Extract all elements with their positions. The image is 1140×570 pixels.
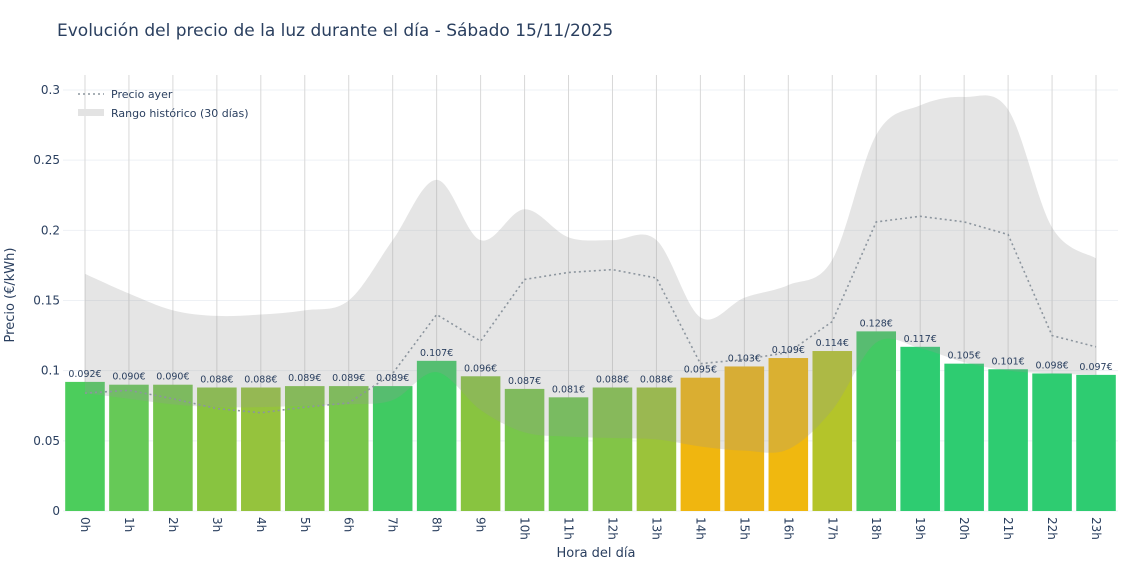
y-tick-label: 0.3 bbox=[41, 83, 60, 97]
bar-value-label: 0.087€ bbox=[508, 376, 541, 387]
historic-range-area bbox=[84, 95, 1097, 453]
bar-14h bbox=[680, 377, 721, 511]
bar-4h bbox=[241, 387, 281, 511]
x-tick-label: 11h bbox=[562, 517, 576, 540]
x-tick-label: 8h bbox=[430, 517, 444, 532]
bar-22h bbox=[1032, 373, 1072, 511]
chart-title: Evolución del precio de la luz durante e… bbox=[57, 21, 614, 41]
bar-10h bbox=[504, 388, 545, 511]
bar-value-label: 0.090€ bbox=[112, 372, 145, 383]
y-tick-label: 0.15 bbox=[33, 294, 60, 308]
bar-16h bbox=[768, 358, 809, 511]
legend-band-icon bbox=[78, 109, 104, 116]
x-tick-label: 18h bbox=[869, 517, 883, 540]
yesterday-price-line bbox=[84, 215, 1097, 414]
bar-value-label: 0.114€ bbox=[816, 338, 849, 349]
y-axis-title: Precio (€/kWh) bbox=[3, 248, 18, 343]
bar-value-label: 0.105€ bbox=[948, 351, 981, 362]
bar-value-label: 0.088€ bbox=[200, 375, 233, 386]
bar-value-label: 0.103€ bbox=[728, 353, 761, 364]
bar-21h bbox=[988, 369, 1028, 511]
x-tick-label: 4h bbox=[254, 517, 268, 532]
bar-value-label: 0.098€ bbox=[1035, 360, 1068, 371]
axes: 0 0.05 0.1 0.15 0.2 0.25 0.3 0h 1h 2h 3h 4h 5h 6h 7h 8h… bbox=[33, 83, 1103, 540]
x-tick-label: 15h bbox=[737, 517, 751, 540]
bar-12h bbox=[592, 387, 633, 511]
bar-value-label: 0.117€ bbox=[904, 334, 937, 345]
x-tick-label: 16h bbox=[781, 517, 795, 540]
bar-5h bbox=[284, 386, 325, 511]
bars bbox=[65, 331, 1116, 511]
bar-value-label: 0.107€ bbox=[420, 348, 453, 359]
bar-9h bbox=[460, 376, 501, 511]
bar-18h bbox=[856, 331, 897, 511]
bar-value-label: 0.101€ bbox=[991, 356, 1024, 367]
x-tick-label: 20h bbox=[957, 517, 971, 540]
bar-value-label: 0.090€ bbox=[156, 372, 189, 383]
x-tick-label: 22h bbox=[1045, 517, 1059, 540]
x-tick-label: 14h bbox=[693, 517, 707, 540]
yesterday-line bbox=[84, 215, 1097, 414]
bar-11h bbox=[548, 397, 589, 511]
data-labels: 0.092€ 0.090€ 0.090€ 0.088€ 0.088€ 0.089€ 0.08… bbox=[68, 318, 1112, 395]
legend-yesterday[interactable]: Precio ayer bbox=[111, 88, 173, 101]
bar-0h bbox=[65, 381, 105, 511]
y-tick-label: 0.05 bbox=[33, 434, 60, 448]
x-tick-label: 19h bbox=[913, 517, 927, 540]
x-tick-label: 17h bbox=[825, 517, 839, 540]
bar-value-label: 0.081€ bbox=[552, 384, 585, 395]
bar-6h bbox=[328, 386, 369, 511]
x-tick-label: 23h bbox=[1089, 517, 1103, 540]
x-tick-label: 5h bbox=[298, 517, 312, 532]
y-tick-label: 0 bbox=[52, 504, 60, 518]
bar-value-label: 0.097€ bbox=[1079, 362, 1112, 373]
bar-23h bbox=[1076, 374, 1116, 511]
x-tick-label: 3h bbox=[210, 517, 224, 532]
x-tick-label: 1h bbox=[122, 517, 136, 532]
bar-value-label: 0.089€ bbox=[376, 373, 409, 384]
bar-8h bbox=[416, 360, 457, 511]
bar-value-label: 0.088€ bbox=[244, 375, 277, 386]
bar-value-label: 0.089€ bbox=[288, 373, 321, 384]
bar-15h bbox=[724, 366, 765, 511]
bar-13h bbox=[636, 387, 677, 511]
bar-value-label: 0.109€ bbox=[772, 345, 805, 356]
y-tick-label: 0.25 bbox=[33, 153, 60, 167]
bar-2h bbox=[153, 384, 193, 511]
x-tick-label: 0h bbox=[78, 517, 92, 532]
bar-7h bbox=[372, 386, 413, 511]
x-tick-label: 2h bbox=[166, 517, 180, 532]
x-tick-label: 10h bbox=[518, 517, 532, 540]
bar-value-label: 0.089€ bbox=[332, 373, 365, 384]
bar-20h bbox=[944, 363, 984, 511]
y-tick-label: 0.1 bbox=[41, 364, 60, 378]
bar-19h bbox=[900, 346, 940, 511]
x-tick-label: 9h bbox=[474, 517, 488, 532]
x-tick-label: 6h bbox=[342, 517, 356, 532]
bar-value-label: 0.095€ bbox=[684, 365, 717, 376]
bar-value-label: 0.088€ bbox=[640, 375, 673, 386]
x-tick-label: 13h bbox=[649, 517, 663, 540]
bar-value-label: 0.088€ bbox=[596, 375, 629, 386]
bar-value-label: 0.092€ bbox=[68, 369, 101, 380]
legend[interactable]: Precio ayer Rango histórico (30 días) bbox=[78, 88, 249, 120]
bar-value-label: 0.096€ bbox=[464, 363, 497, 374]
bar-17h bbox=[812, 351, 853, 511]
x-tick-label: 7h bbox=[386, 517, 400, 532]
bar-value-label: 0.128€ bbox=[860, 318, 893, 329]
x-axis-title: Hora del día bbox=[557, 546, 636, 561]
y-tick-label: 0.2 bbox=[41, 223, 60, 237]
x-tick-label: 21h bbox=[1001, 517, 1015, 540]
historic-range-band bbox=[84, 95, 1097, 453]
bar-1h bbox=[109, 384, 149, 511]
bar-3h bbox=[197, 387, 237, 511]
legend-historic-range[interactable]: Rango histórico (30 días) bbox=[111, 107, 249, 120]
x-tick-label: 12h bbox=[605, 517, 619, 540]
